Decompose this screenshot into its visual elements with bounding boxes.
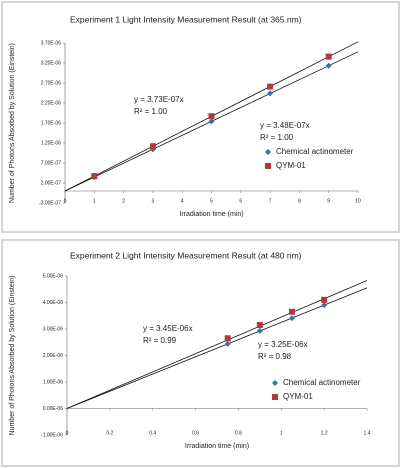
x-tick-label: 1	[280, 430, 283, 436]
x-tick-label: 4	[181, 198, 184, 204]
point	[224, 340, 231, 347]
y-tick-label: 2.70E-06	[41, 80, 62, 86]
x-tick-label: 7	[269, 198, 272, 204]
x-tick-label: 0	[64, 198, 67, 204]
x-tick-label: 6	[239, 198, 242, 204]
x-tick-label: 0	[66, 430, 69, 436]
point	[325, 62, 332, 69]
x-tick-label: 0.4	[149, 430, 156, 436]
x-tick-label: 1	[93, 198, 96, 204]
x-tick-label: 3	[152, 198, 155, 204]
y-tick-label: 5.00E-06	[43, 273, 64, 279]
y-axis-label: Number of Photons Absorbed by Solution (…	[9, 276, 16, 436]
x-tick-label: 5	[210, 198, 213, 204]
point	[267, 83, 274, 90]
trendline	[66, 287, 368, 409]
trendline-equation: y = 3.45E-06x	[143, 324, 193, 333]
x-tick-label: 9	[327, 198, 330, 204]
point	[256, 327, 263, 334]
trendline-r2: R² = 1.00	[260, 133, 294, 142]
trendline	[66, 280, 368, 409]
y-tick-label: 3.70E-06	[41, 40, 62, 46]
y-tick-label: 2.00E-07	[41, 180, 62, 186]
point	[321, 302, 328, 309]
y-tick-label: -3.00E-07	[39, 200, 61, 206]
x-tick-label: 10	[355, 198, 361, 204]
y-tick-label: 7.00E-07	[41, 160, 62, 166]
x-tick-label: 0.2	[106, 430, 113, 436]
x-tick-label: 1.2	[321, 430, 328, 436]
y-tick-label: 1.70E-06	[41, 120, 62, 126]
point	[289, 315, 295, 322]
point	[256, 322, 263, 329]
point	[91, 173, 98, 180]
point	[325, 53, 332, 60]
point	[321, 296, 328, 303]
legend-label: Chemical actinometer	[276, 147, 354, 156]
legend-marker	[265, 163, 271, 169]
trendline-r2: R² = 1.00	[134, 107, 168, 116]
y-tick-label: 4.00E-06	[43, 300, 64, 306]
y-tick-label: 3.00E-06	[43, 326, 64, 332]
x-tick-label: 8	[298, 198, 301, 204]
legend-label: QYM-01	[283, 392, 313, 401]
panel	[1, 239, 400, 467]
legend-marker	[272, 380, 278, 386]
point	[208, 118, 215, 125]
legend-marker	[272, 394, 278, 400]
y-tick-label: 0.00E-06	[43, 406, 64, 412]
trendline-r2: R² = 0.98	[258, 352, 292, 361]
chart-title: Experiment 1 Light Intensity Measurement…	[70, 14, 302, 24]
legend-marker	[265, 149, 271, 155]
point	[224, 335, 231, 342]
point	[208, 113, 215, 120]
chart-title: Experiment 2 Light Intensity Measurement…	[70, 250, 302, 260]
point	[149, 143, 156, 150]
y-tick-label: -1.00E-06	[41, 432, 63, 438]
x-tick-label: 2	[122, 198, 125, 204]
trendline-equation: y = 3.73E-07x	[134, 95, 184, 104]
legend-label: QYM-01	[276, 161, 306, 170]
legend-label: Chemical actinometer	[283, 378, 361, 387]
x-tick-label: 0.8	[235, 430, 242, 436]
y-tick-label: 1.00E-06	[43, 379, 64, 385]
y-tick-label: 2.00E-06	[43, 353, 64, 359]
point	[267, 90, 274, 97]
point	[289, 308, 295, 315]
y-tick-label: 3.20E-06	[41, 60, 62, 66]
x-tick-label: 0.6	[192, 430, 199, 436]
x-tick-label: 1.4	[364, 430, 371, 436]
x-axis-label: Irradiation time (min)	[179, 211, 243, 218]
panel	[1, 1, 400, 233]
trendline-equation: y = 3.25E-06x	[258, 340, 308, 349]
trendline-r2: R² = 0.99	[143, 336, 177, 345]
trendline-equation: y = 3.48E-07x	[260, 121, 310, 130]
y-axis-label: Number of Photons Absorbed by Solution (…	[9, 43, 16, 203]
x-axis-label: Irradiation time (min)	[185, 443, 249, 450]
y-tick-label: 2.20E-06	[41, 100, 62, 106]
y-tick-label: 1.20E-06	[41, 140, 62, 146]
